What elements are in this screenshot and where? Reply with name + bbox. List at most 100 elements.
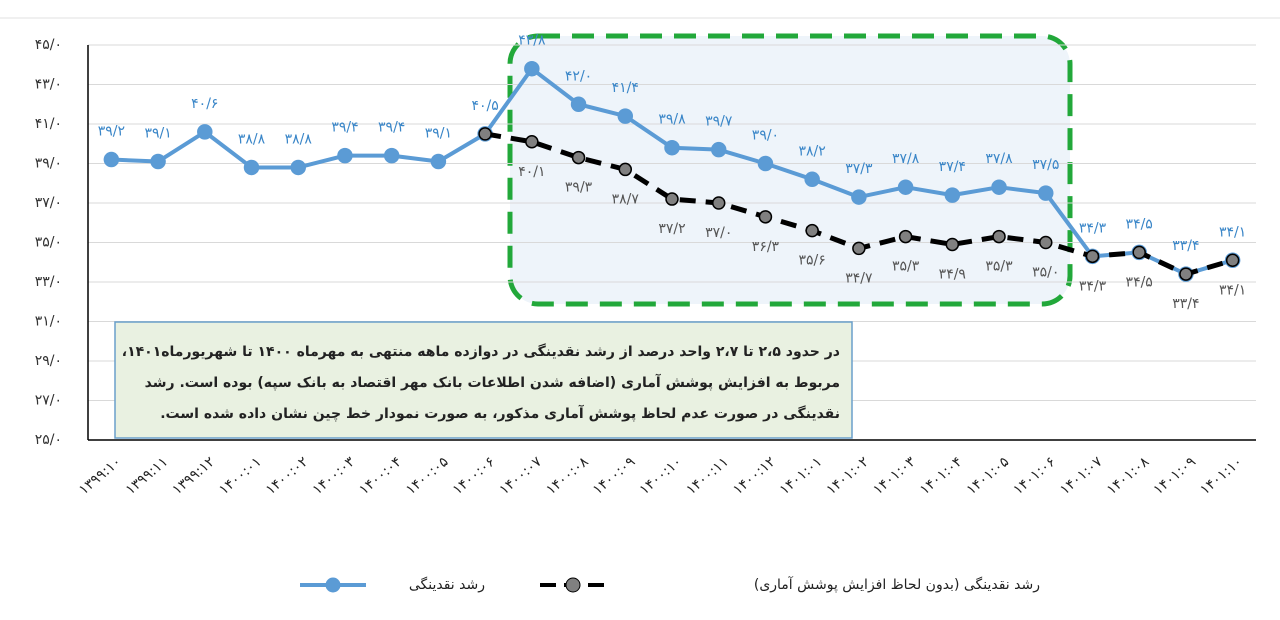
y-tick-label: ۲۵/۰ — [35, 432, 62, 448]
series-marker — [617, 108, 634, 124]
data-label: ۳۷/۰ — [705, 225, 732, 241]
data-label: ۳۹/۰ — [752, 128, 779, 144]
data-label: ۳۵/۰ — [1032, 265, 1059, 281]
x-tick-label: ۱۴۰۰:۰۹ — [590, 454, 638, 498]
data-label: ۴۰/۶ — [191, 96, 218, 112]
data-label: ۳۹/۱ — [425, 126, 452, 142]
data-label: ۴۰/۱ — [518, 164, 545, 180]
x-tick-label: ۱۴۰۰:۰۴ — [356, 454, 404, 498]
series-marker — [805, 223, 819, 238]
legend-marker — [565, 577, 581, 593]
data-label: ۳۹/۳ — [565, 180, 593, 196]
data-label: ۴۳/۸ — [518, 33, 546, 49]
series-marker — [852, 241, 866, 256]
x-tick-label: ۱۳۹۹:۱۲ — [169, 454, 217, 498]
series-marker — [1038, 185, 1054, 201]
series-marker — [898, 229, 913, 244]
data-label: ۳۴/۷ — [845, 270, 873, 286]
series-marker — [571, 150, 586, 165]
data-label: ۳۷/۲ — [658, 221, 685, 237]
annotation-text: نقدینگی در صورت عدم لحاظ پوشش آماری مذکو… — [160, 404, 840, 422]
series-marker — [991, 179, 1007, 195]
legend-label: رشد نقدینگی — [409, 576, 485, 593]
series-marker — [150, 153, 166, 170]
series-marker — [992, 229, 1006, 244]
x-tick-label: ۱۴۰۱:۱۰ — [1197, 454, 1245, 498]
series-marker — [1225, 253, 1240, 268]
series-marker — [478, 127, 492, 141]
series-marker — [103, 151, 120, 168]
data-label: ۴۱/۴ — [612, 80, 639, 96]
series-marker — [570, 96, 587, 112]
data-label: ۳۴/۳ — [1079, 220, 1107, 236]
x-tick-label: ۱۴۰۰:۰۱ — [216, 454, 264, 498]
x-tick-label: ۱۴۰۰:۱۲ — [730, 454, 778, 498]
x-tick-label: ۱۴۰۰:۰۵ — [403, 454, 451, 498]
series-marker — [710, 141, 727, 158]
data-label: ۳۵/۳ — [985, 259, 1013, 275]
series-marker — [524, 60, 540, 77]
x-tick-label: ۱۴۰۰:۰۶ — [450, 454, 498, 498]
x-tick-label: ۱۴۰۰:۰۲ — [263, 454, 311, 498]
y-tick-label: ۴۱/۰ — [35, 116, 62, 132]
data-label: ۳۳/۴ — [1172, 296, 1199, 312]
x-tick-label: ۱۴۰۰:۰۷ — [497, 454, 546, 499]
data-label: ۳۴/۳ — [1079, 278, 1107, 294]
x-tick-label: ۱۳۹۹:۱۱ — [123, 454, 171, 498]
series-marker — [711, 196, 726, 210]
data-label: ۳۸/۸ — [285, 131, 313, 147]
series-marker — [1039, 235, 1053, 250]
y-tick-label: ۳۵/۰ — [35, 235, 62, 251]
series-marker — [945, 237, 960, 252]
y-tick-label: ۴۵/۰ — [35, 37, 62, 53]
data-label: ۳۹/۸ — [658, 112, 686, 128]
data-label: ۳۹/۲ — [98, 124, 125, 140]
series-marker — [664, 139, 680, 156]
x-tick-label: ۱۴۰۰:۰۳ — [310, 454, 359, 499]
x-tick-label: ۱۴۰۱:۰۹ — [1151, 454, 1199, 498]
series-marker — [618, 162, 633, 177]
data-label: ۳۵/۶ — [799, 253, 826, 269]
x-tick-label: ۱۴۰۰:۰۸ — [543, 454, 592, 499]
y-tick-label: ۳۳/۰ — [35, 274, 62, 290]
data-label: ۳۵/۳ — [892, 259, 920, 275]
annotation-text: مربوط به افزایش پوشش آماری (اضافه شدن اط… — [145, 373, 840, 391]
data-label: ۳۴/۱ — [1219, 224, 1246, 240]
data-label: ۳۴/۵ — [1126, 274, 1153, 290]
series-marker — [430, 153, 447, 170]
series-marker — [851, 189, 867, 205]
series-marker — [525, 135, 539, 149]
x-tick-label: ۱۴۰۱:۰۴ — [917, 454, 965, 498]
data-label: ۳۹/۷ — [705, 114, 733, 130]
series-marker — [758, 210, 773, 224]
data-label: ۴۰/۵ — [471, 98, 498, 114]
data-label: ۳۸/۲ — [799, 143, 826, 159]
y-tick-label: ۲۹/۰ — [35, 353, 62, 369]
data-label: ۳۷/۴ — [939, 159, 966, 175]
x-tick-label: ۱۴۰۱:۰۲ — [824, 454, 872, 498]
x-tick-label: ۱۴۰۱:۰۸ — [1104, 454, 1153, 499]
x-tick-label: ۱۴۰۱:۰۵ — [964, 454, 1012, 498]
series-marker — [757, 155, 774, 172]
data-label: ۳۷/۵ — [1032, 157, 1059, 173]
annotation-box — [114, 321, 853, 439]
y-tick-label: ۳۷/۰ — [35, 195, 62, 211]
data-label: ۳۹/۱ — [144, 126, 171, 142]
data-label: ۳۸/۸ — [238, 131, 266, 147]
data-label: ۳۷/۸ — [892, 151, 920, 167]
legend-label: رشد نقدینگی (بدون لحاظ افزایش پوشش آماری… — [754, 576, 1040, 593]
x-tick-label: ۱۳۹۹:۱۰ — [76, 454, 124, 498]
series-marker — [383, 147, 400, 164]
series-marker — [243, 159, 260, 176]
data-label: ۳۶/۳ — [752, 239, 780, 255]
series-marker — [897, 179, 914, 195]
data-label: ۳۹/۴ — [331, 120, 358, 136]
y-tick-label: ۳۱/۰ — [35, 314, 62, 330]
y-tick-label: ۴۳/۰ — [35, 77, 62, 93]
data-label: ۳۳/۴ — [1172, 238, 1199, 254]
data-label: ۴۲/۰ — [565, 68, 592, 84]
series-marker — [665, 192, 679, 206]
data-label: ۳۴/۹ — [939, 266, 966, 282]
legend-marker — [325, 577, 341, 593]
